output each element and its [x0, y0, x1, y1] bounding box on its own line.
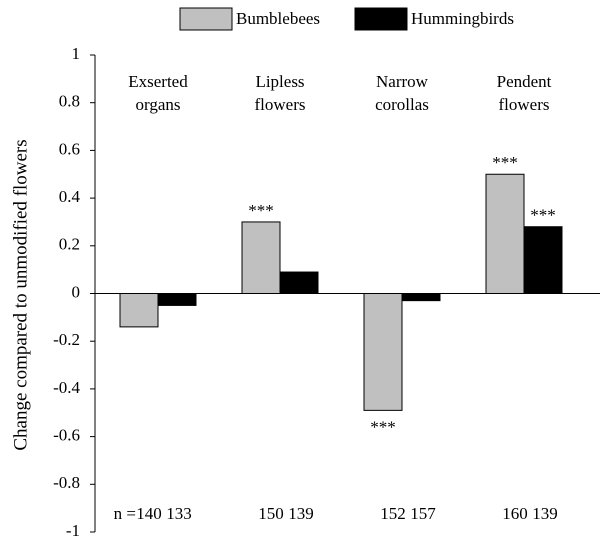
legend-label: Hummingbirds	[411, 9, 514, 28]
n-label: n =	[114, 504, 136, 523]
bar	[119, 293, 159, 328]
bar	[401, 293, 441, 302]
y-tick-label: 0.6	[59, 139, 80, 158]
y-tick-label: 0.4	[59, 187, 81, 206]
n-value: 140	[136, 504, 162, 523]
significance-label: ***	[370, 417, 396, 436]
x-category-label: Narrow corollas	[375, 72, 429, 114]
n-value: 139	[288, 504, 314, 523]
bar	[241, 221, 281, 294]
bar	[157, 293, 197, 306]
significance-label: ***	[530, 206, 556, 225]
significance-label: ***	[248, 201, 274, 220]
n-value: 152	[380, 504, 406, 523]
n-value: 157	[410, 504, 436, 523]
n-value: 139	[532, 504, 558, 523]
x-category-label: Lipless flowers	[255, 72, 306, 114]
bar	[523, 226, 563, 294]
n-value: 150	[258, 504, 284, 523]
y-tick-label: 1	[72, 44, 81, 63]
significance-label: ***	[492, 153, 518, 172]
y-tick-label: -0.8	[53, 473, 80, 492]
bar	[485, 173, 525, 294]
y-tick-label: -0.4	[53, 378, 80, 397]
y-tick-label: 0.2	[59, 235, 80, 254]
bar	[279, 271, 319, 295]
y-tick-label: -0.2	[53, 330, 80, 349]
x-category-label: Exserted organs	[128, 72, 188, 114]
y-tick-label: -1	[66, 521, 80, 539]
n-value: 133	[166, 504, 192, 523]
y-axis-label: Change compared to unmodified flowers	[10, 139, 31, 450]
legend-swatch	[179, 7, 233, 31]
y-tick-label: -0.6	[53, 426, 80, 445]
y-tick-label: 0.8	[59, 92, 80, 111]
legend-swatch	[354, 7, 408, 31]
x-category-label: Pendent flowers	[497, 72, 552, 114]
bar	[363, 293, 403, 411]
y-tick-label: 0	[72, 282, 81, 301]
legend-label: Bumblebees	[236, 9, 320, 28]
n-value: 160	[502, 504, 528, 523]
